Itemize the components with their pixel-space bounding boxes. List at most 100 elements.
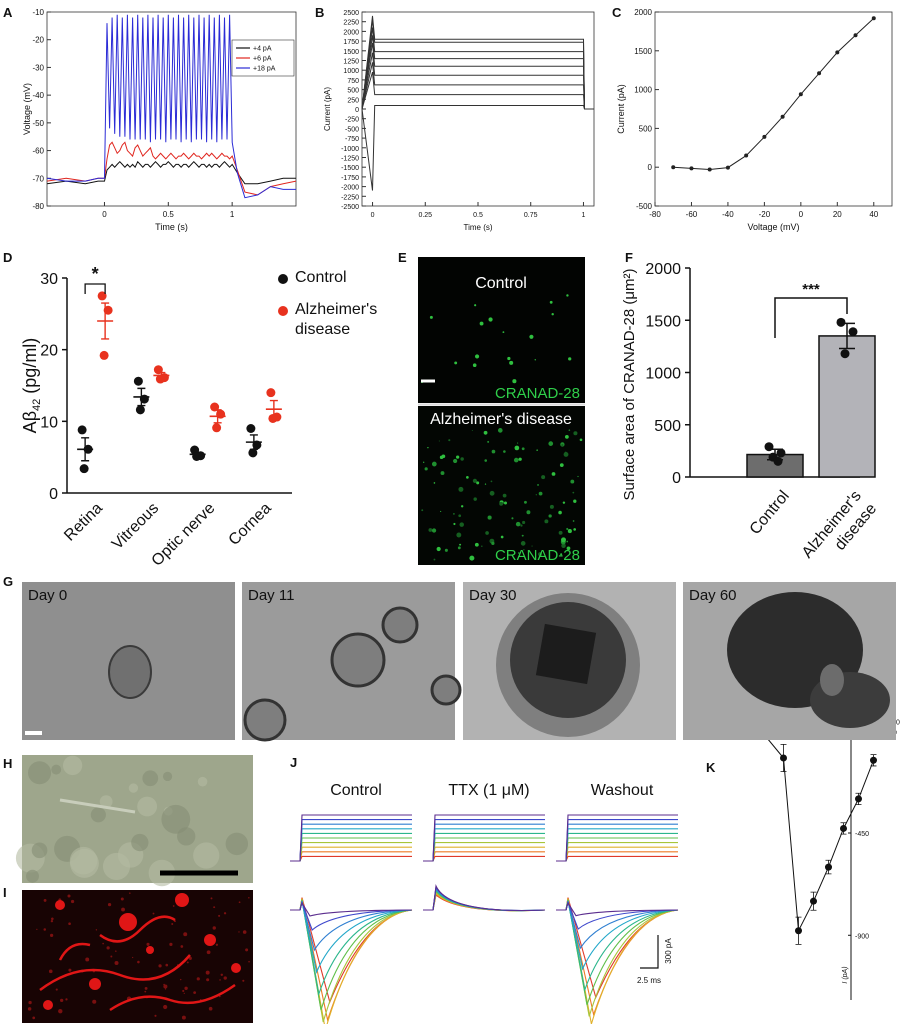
cell-texture [161, 804, 191, 834]
green-spot [535, 494, 537, 496]
green-spot [563, 452, 569, 457]
stain-speck [144, 990, 147, 993]
current-trace [290, 901, 413, 917]
organoid-cavity [820, 664, 844, 696]
stain-speck [129, 892, 131, 894]
x-tick-label: 0 [799, 210, 804, 219]
stain-speck [206, 950, 211, 955]
stain-image [22, 890, 253, 1023]
significance-label: * [92, 264, 99, 284]
green-spot [421, 509, 424, 512]
plot-frame [654, 11, 893, 207]
series-line [46, 141, 297, 196]
y-tick-label: 2000 [343, 29, 359, 36]
image-label: Alzheimer's disease [430, 411, 572, 428]
y-tick-label: -1250 [341, 156, 359, 163]
y-tick-label: 500 [654, 418, 681, 435]
green-spot [458, 514, 462, 518]
bar [818, 335, 876, 478]
x-tick-label: 0.5 [163, 210, 175, 219]
stain-speck [132, 956, 134, 959]
stain-speck [215, 943, 219, 946]
current-trace [290, 901, 413, 952]
y-tick-label: -1750 [341, 175, 359, 182]
organoid-core [535, 623, 597, 685]
current-trace [556, 901, 679, 971]
green-spot [512, 379, 517, 384]
stain-speck [242, 930, 247, 934]
stain-speck [27, 1007, 32, 1011]
y-tick-label: 2250 [343, 20, 359, 27]
data-point [762, 134, 767, 139]
organoid [430, 674, 462, 706]
current-trace [556, 899, 679, 1006]
stain-neurite [39, 954, 191, 992]
green-spot [548, 514, 552, 518]
y-tick-label: -500 [636, 202, 653, 211]
y-tick-label: 0 [355, 107, 359, 114]
data-point [266, 388, 276, 398]
day-label: Day 11 [248, 587, 294, 604]
x-tick-label: 0.5 [473, 212, 483, 219]
green-spot [453, 458, 458, 464]
organoid [243, 698, 287, 742]
voltage-step [423, 837, 545, 862]
data-point [764, 442, 774, 452]
green-spot [474, 542, 479, 547]
panel-letter: I [3, 885, 7, 900]
x-tick-label: 1 [582, 212, 586, 219]
stain-speck [245, 948, 249, 952]
y-tick-label: -40 [32, 91, 44, 100]
data-point [252, 440, 262, 450]
x-tick-label: -40 [722, 210, 734, 219]
cell-texture [102, 852, 131, 881]
data-point [83, 444, 93, 454]
legend-label: +6 pA [253, 56, 272, 63]
data-point [268, 413, 278, 423]
green-spot [459, 543, 462, 546]
stain-speck [68, 922, 71, 926]
series-line [361, 42, 594, 110]
data-point [139, 394, 149, 404]
y-tick-label: -2500 [341, 204, 359, 211]
voltage-step [556, 819, 678, 862]
panel-letter: C [612, 5, 622, 20]
data-point [776, 448, 786, 458]
green-spot [567, 529, 572, 534]
y-tick-label: -2000 [341, 185, 359, 192]
voltage-step [290, 819, 412, 862]
green-spot [517, 552, 520, 554]
voltage-step [290, 814, 412, 862]
green-spot [472, 363, 477, 368]
green-spot [551, 472, 556, 476]
y-tick-label: 250 [347, 97, 359, 104]
voltage-step [423, 819, 545, 862]
green-spot [507, 356, 511, 361]
green-spot [503, 450, 506, 453]
green-spot [424, 467, 428, 471]
stain-speck [206, 978, 210, 982]
x-tick-label: 20 [833, 210, 842, 219]
data-point [795, 927, 802, 935]
stain-speck [60, 998, 64, 1003]
y-tick-label: -80 [32, 202, 44, 211]
cell-texture [70, 848, 99, 878]
green-spot [491, 449, 496, 454]
green-spot [473, 497, 477, 501]
green-spot [520, 541, 526, 546]
green-spot [485, 531, 489, 535]
stain-speck [184, 986, 188, 990]
green-spot [511, 517, 514, 520]
green-spot [572, 520, 575, 522]
stain-speck [181, 1015, 186, 1020]
voltage-step [290, 855, 412, 862]
green-spot [502, 331, 505, 334]
green-spot [570, 479, 575, 484]
green-spot [456, 455, 460, 459]
green-spot [566, 546, 571, 551]
data-point [707, 167, 712, 172]
x-tick-label: 0.75 [524, 212, 538, 219]
y-tick-label: -20 [32, 36, 44, 45]
y-tick-label: 1000 [645, 366, 681, 383]
image-control [418, 257, 585, 403]
